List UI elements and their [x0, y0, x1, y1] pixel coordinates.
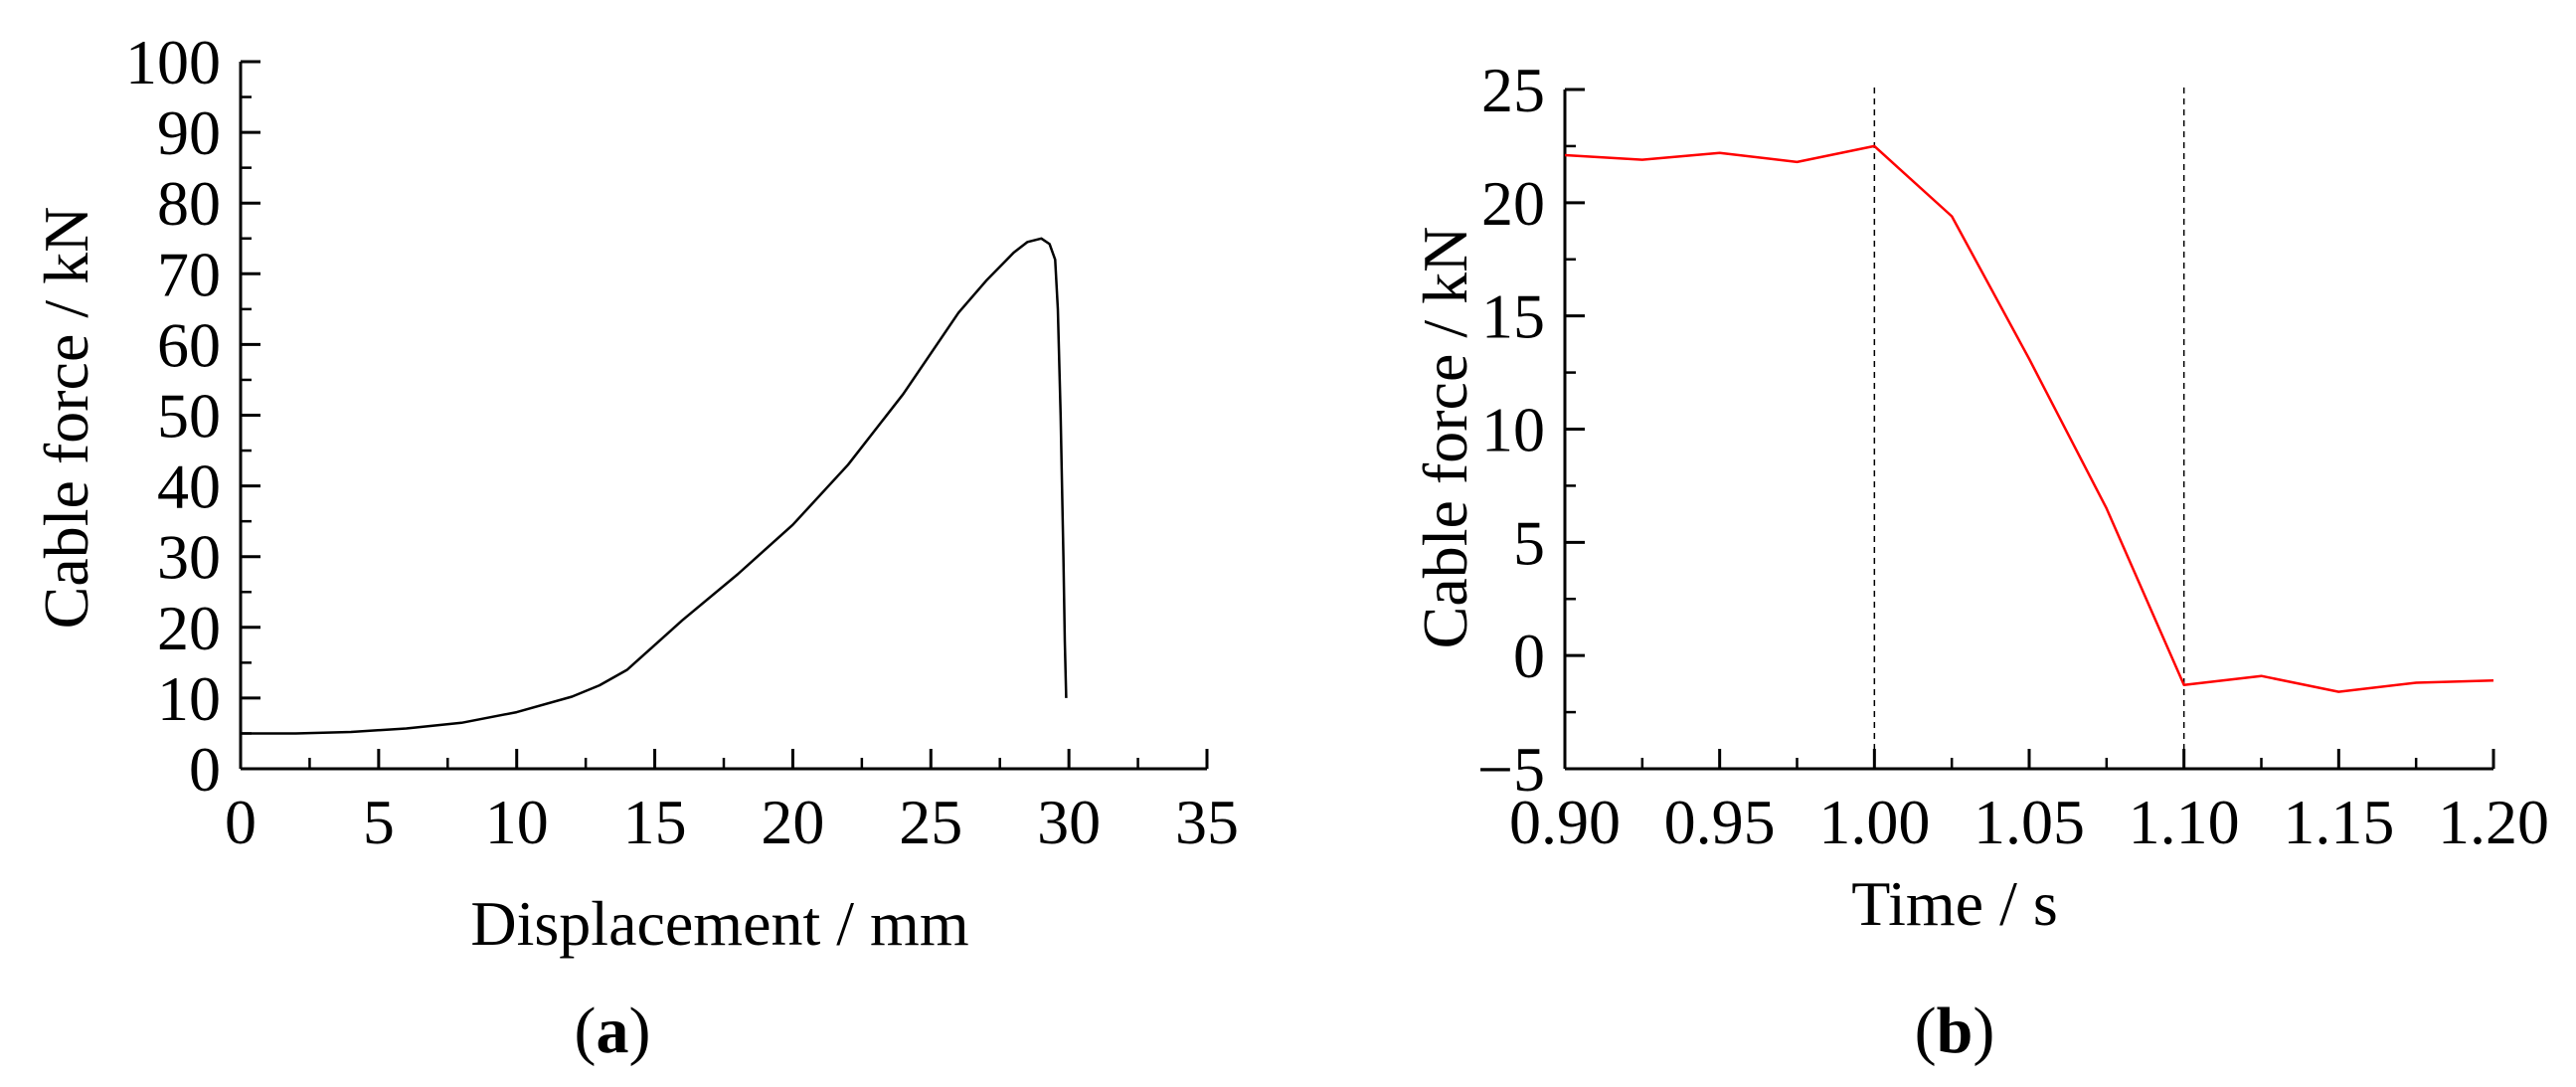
x-tick-label-b: 1.15 [2283, 787, 2394, 857]
panel-label-b-letter: b [1937, 995, 1974, 1067]
y-tick-label-b: 15 [1481, 281, 1545, 352]
x-tick-label-a: 15 [623, 787, 687, 857]
x-axis-title-b: Time / s [1851, 868, 2058, 939]
y-tick-label-b: 25 [1481, 55, 1545, 125]
y-tick-label-a: 100 [125, 27, 221, 97]
x-tick-label-b: 0.95 [1664, 787, 1776, 857]
y-tick-label-b: 5 [1513, 507, 1545, 578]
y-tick-label-a: 50 [157, 381, 221, 452]
y-tick-label-b: 20 [1481, 168, 1545, 239]
x-tick-label-b: 1.00 [1818, 787, 1930, 857]
x-tick-label-a: 25 [899, 787, 962, 857]
y-tick-label-a: 60 [157, 309, 221, 380]
y-tick-label-a: 10 [157, 663, 221, 734]
plot-area-b: −5 0 5 10 15 20 25 0.90 0.95 1.00 1.05 1.10 1.15 1.20 [1477, 55, 2549, 857]
y-tick-label-a: 0 [189, 734, 221, 805]
y-tick-label-a: 20 [157, 593, 221, 663]
x-tick-label-a: 10 [485, 787, 549, 857]
y-tick-label-a: 70 [157, 239, 221, 309]
y-tick-label-a: 80 [157, 168, 221, 239]
y-tick-label-b: −5 [1477, 734, 1545, 805]
series-line-b [1564, 144, 2494, 693]
y-axis-title-a: Cable force / kN [31, 207, 101, 630]
x-tick-label-b: 1.20 [2438, 787, 2549, 857]
panel-label-a-letter: a [597, 995, 629, 1067]
panel-label-b: (b) [1915, 995, 1995, 1067]
chart-panel-b: −5 0 5 10 15 20 25 0.90 0.95 1.00 1.05 1.10 1.15 1.20… [1410, 55, 2549, 1067]
x-tick-label-b: 1.05 [1974, 787, 2085, 857]
x-tick-label-a: 5 [363, 787, 395, 857]
x-tick-label-b: 0.90 [1509, 787, 1621, 857]
x-tick-label-a: 30 [1037, 787, 1101, 857]
y-tick-label-b: 10 [1481, 395, 1545, 465]
x-tick-label-b: 1.10 [2129, 787, 2240, 857]
panel-label-a: (a) [575, 995, 651, 1067]
y-tick-label-a: 40 [157, 452, 221, 522]
x-tick-label-a: 20 [761, 787, 824, 857]
y-tick-label-a: 30 [157, 522, 221, 593]
y-axis-title-b: Cable force / kN [1410, 227, 1480, 649]
y-tick-label-a: 90 [157, 97, 221, 168]
x-tick-label-a: 0 [225, 787, 257, 857]
y-tick-label-b: 0 [1513, 621, 1545, 691]
x-tick-label-a: 35 [1175, 787, 1239, 857]
x-axis-title-a: Displacement / mm [470, 888, 968, 959]
series-line-a [241, 237, 1068, 735]
